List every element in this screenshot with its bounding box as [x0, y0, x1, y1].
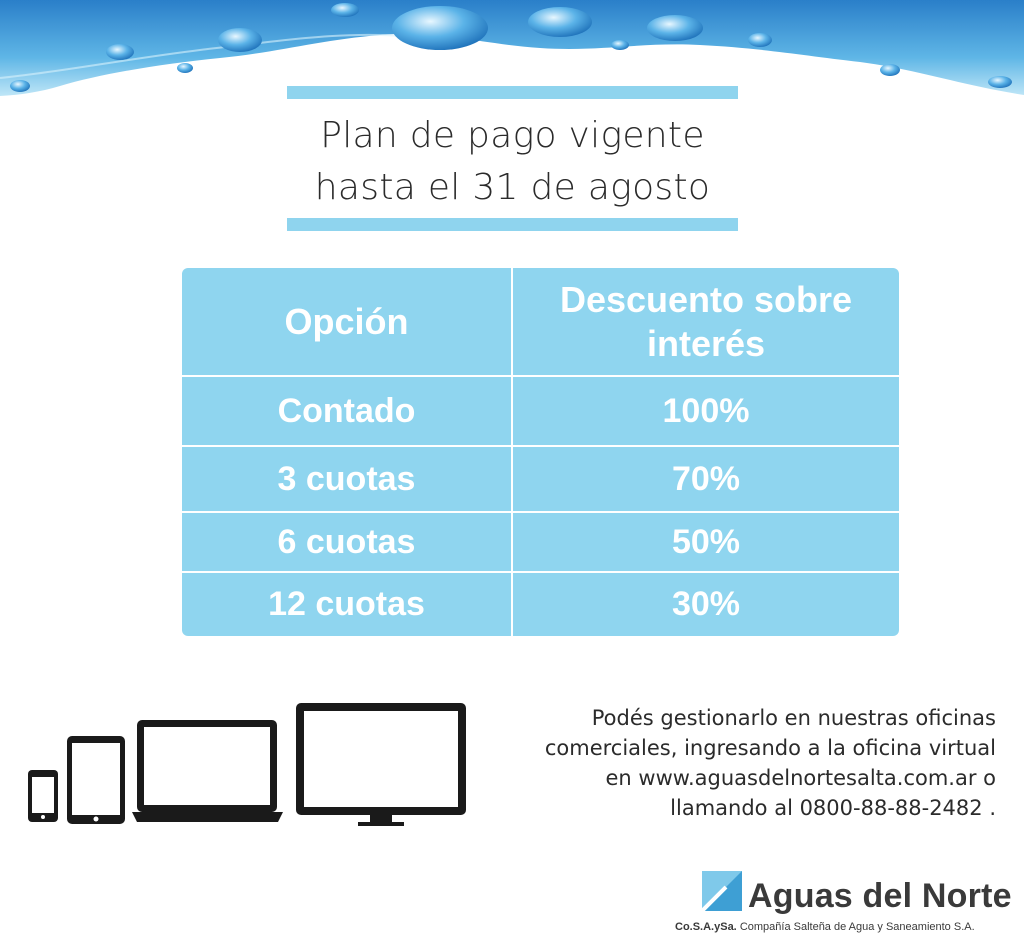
- contact-info: Podés gestionarlo en nuestras oficinas c…: [480, 703, 996, 823]
- row-option: 3 cuotas: [277, 459, 416, 498]
- row-option: Contado: [277, 391, 416, 430]
- info-line-3: en www.aguasdelnortesalta.com.ar o: [605, 766, 997, 790]
- column-divider: [511, 268, 513, 636]
- logo-name: Aguas del Norte: [748, 877, 1012, 915]
- row-discount: 70%: [671, 459, 741, 498]
- payment-plan-table: Opción Descuento sobre interés Contado 1…: [182, 268, 899, 636]
- row-discount: 100%: [662, 391, 750, 430]
- info-line-2: comerciales, ingresando a la oficina vir…: [544, 736, 996, 760]
- title-line-2: hasta el 31 de agosto: [314, 167, 711, 208]
- laptop-icon: [132, 720, 283, 822]
- header-discount: Descuento sobre interés: [559, 278, 853, 364]
- table-header-row: Opción Descuento sobre interés: [182, 268, 899, 375]
- page-title: Plan de pago vigente hasta el 31 de agos…: [287, 110, 738, 214]
- table-row: 3 cuotas 70%: [182, 447, 899, 511]
- info-line-4: llamando al 0800-88-88-2482 .: [670, 796, 996, 820]
- info-line-1: Podés gestionarlo en nuestras oficinas: [591, 706, 996, 730]
- tablet-icon: [67, 736, 125, 824]
- smartphone-icon: [28, 770, 58, 822]
- row-divider: [182, 375, 899, 377]
- row-discount: 50%: [671, 522, 741, 561]
- table-row: 6 cuotas 50%: [182, 513, 899, 571]
- table-row: Contado 100%: [182, 377, 899, 445]
- title-line-1: Plan de pago vigente: [320, 115, 705, 156]
- title-bar-bottom: [287, 218, 738, 231]
- row-discount: 30%: [671, 585, 741, 623]
- logo-mark-icon: [702, 871, 742, 911]
- title-bar-top: [287, 86, 738, 99]
- row-divider: [182, 571, 899, 573]
- company-logo: Aguas del Norte Co.S.A.ySa. Compañía Sal…: [675, 865, 1020, 945]
- row-divider: [182, 445, 899, 447]
- row-divider: [182, 511, 899, 513]
- row-option: 12 cuotas: [268, 585, 425, 623]
- logo-subtitle: Co.S.A.ySa. Compañía Salteña de Agua y S…: [675, 921, 975, 933]
- header-option: Opción: [284, 300, 409, 342]
- monitor-icon: [296, 703, 466, 826]
- row-option: 6 cuotas: [277, 522, 416, 561]
- table-row: 12 cuotas 30%: [182, 573, 899, 636]
- devices-illustration: [28, 703, 466, 826]
- water-wave-icon: [0, 0, 1024, 96]
